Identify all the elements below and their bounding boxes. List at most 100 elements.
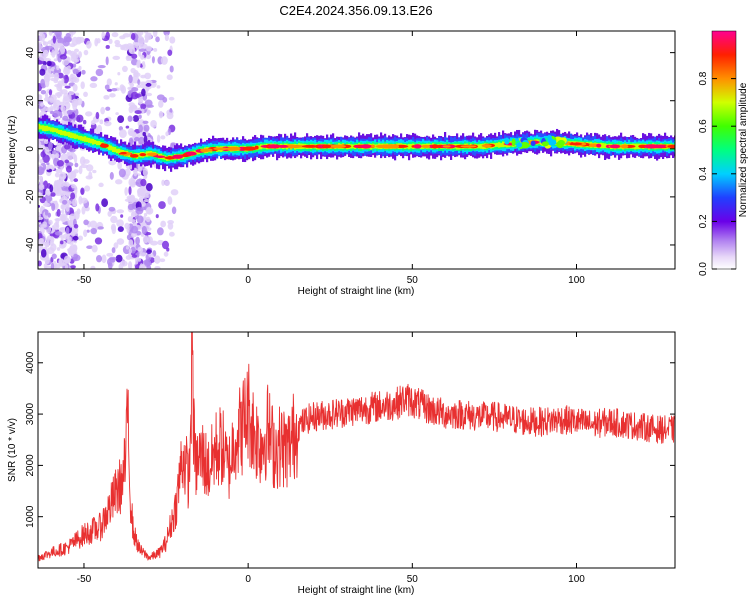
spectrogram-noise-cell — [170, 189, 179, 196]
spectrogram-ridge-yellow — [38, 124, 41, 130]
spectrogram-noise-cell — [156, 85, 161, 89]
spectrogram-y-tick-label: 40 — [25, 47, 36, 59]
spectrogram-peak-cell — [99, 143, 109, 148]
spectrogram-noise-cell — [119, 84, 125, 92]
spectrogram-noise-cell — [46, 236, 50, 243]
spectrogram-ridge-yellow — [56, 128, 59, 134]
spectrogram-noise-cell — [152, 31, 158, 38]
spectrogram-noise-cell — [71, 172, 77, 179]
spectrogram-noise-cell — [64, 264, 69, 269]
spectrogram-noise-cell — [76, 208, 81, 215]
spectrogram-noise-cell — [146, 45, 152, 52]
spectrogram-ridge-yellow — [410, 144, 413, 149]
spectrogram-noise-cell — [48, 89, 53, 96]
spectrogram-noise-cell — [69, 74, 77, 83]
spectrogram-noise-cell — [39, 176, 44, 185]
spectrogram-panel: -50 0 50 100 -40 -20 0 20 40 Height of straight … — [7, 30, 676, 297]
spectrogram-noise-cell — [58, 171, 67, 180]
spectrogram-noise-cell — [39, 159, 44, 164]
spectrogram-noise-cell — [83, 49, 89, 56]
spectrogram-noise-cell — [59, 54, 68, 60]
spectrogram-noise-cell — [155, 36, 160, 43]
spectrogram-noise-cell — [136, 60, 141, 69]
spectrogram-ridge-yellow — [108, 144, 111, 151]
spectrogram-frame — [37, 30, 676, 270]
spectrogram-noise-cell — [49, 184, 54, 193]
spectrogram-noise-cell — [38, 216, 44, 221]
spectrogram-noise-cell — [116, 238, 125, 245]
spectrogram-noise-cell — [86, 229, 90, 233]
spectrogram-noise-cell — [49, 239, 54, 247]
spectrogram-noise-cell — [65, 202, 70, 212]
spectrogram-noise-cell — [53, 117, 61, 121]
spectrogram-noise-cell — [130, 179, 137, 188]
spectrogram-ridge-yellow — [114, 147, 117, 153]
spectrogram-noise-cell — [68, 219, 73, 228]
spectrogram-axes: -50 0 50 100 -40 -20 0 20 40 — [25, 31, 675, 286]
spectrogram-noise-cell — [77, 235, 84, 241]
spectrogram-peak-cell — [354, 144, 359, 148]
spectrogram-ridge-yellow — [110, 145, 113, 151]
spectrogram-noise-cell — [76, 114, 84, 123]
snr-x-tick-label: 100 — [568, 574, 585, 585]
spectrogram-noise-cell — [70, 184, 77, 189]
spectrogram-noise-cell — [46, 60, 52, 67]
spectrogram-noise-cell — [159, 258, 166, 263]
spectrogram-noise-cell — [43, 96, 52, 102]
spectrogram-ridge-yellow — [502, 141, 505, 148]
spectrogram-noise-cell — [59, 111, 63, 119]
spectrogram-peak-cell — [172, 154, 184, 159]
spectrogram-noise-cell — [66, 109, 73, 115]
spectrogram-noise-cell — [109, 257, 116, 263]
spectrogram-ridge-yellow — [112, 146, 115, 153]
spectrogram-noise-cell — [125, 125, 130, 129]
spectrogram-ridge-yellow — [84, 136, 87, 142]
spectrogram-blob — [516, 142, 523, 148]
spectrogram-ridge-yellow — [408, 144, 411, 150]
spectrogram-noise-cell — [83, 91, 88, 98]
spectrogram-noise-cell — [146, 265, 152, 269]
snr-x-tick-label: -50 — [77, 574, 92, 585]
spectrogram-noise-cell — [63, 35, 67, 43]
spectrogram-noise-cell — [95, 203, 100, 212]
spectrogram-peak-cell — [289, 144, 295, 149]
spectrogram-noise-cell — [134, 110, 142, 115]
spectrogram-noise-cell — [94, 237, 103, 245]
spectrogram-noise-cell — [96, 124, 103, 134]
spectrogram-noise-cell — [136, 188, 143, 196]
spectrogram-noise-cell — [65, 36, 72, 43]
spectrogram-ridge-yellow — [498, 142, 501, 148]
spectrogram-noise-cell — [167, 220, 174, 225]
spectrogram-noise-cell — [40, 78, 46, 88]
colorbar-tick-label: 0.2 — [698, 214, 709, 228]
spectrogram-ridge-yellow — [258, 145, 261, 150]
spectrogram-noise-cell — [128, 186, 132, 196]
spectrogram-noise-cell — [63, 92, 70, 102]
spectrogram-noise-cell — [53, 79, 59, 84]
spectrogram-blob — [557, 139, 565, 146]
spectrogram-noise-cell — [138, 196, 144, 203]
spectrogram-noise-cell — [161, 240, 170, 250]
spectrogram-noise-cell — [40, 224, 47, 228]
spectrogram-noise-cell — [38, 44, 43, 50]
spectrogram-noise-cell — [73, 154, 78, 164]
spectrogram-ridge-yellow — [352, 144, 355, 149]
spectrogram-noise-cell — [143, 212, 148, 217]
spectrogram-noise-cell — [101, 31, 105, 39]
spectrogram-noise-cell — [62, 74, 69, 84]
spectrogram-noise-cell — [48, 141, 53, 150]
spectrogram-ridge-yellow — [478, 144, 481, 149]
spectrogram-noise-cell — [154, 265, 161, 269]
spectrogram-noise-cell — [117, 115, 125, 123]
spectrogram-peak-cell — [377, 144, 385, 148]
spectrogram-noise-cell — [80, 197, 88, 204]
spectrogram-noise-cell — [48, 219, 53, 225]
spectrogram-noise-cell — [73, 178, 79, 183]
spectrogram-peak-cell — [274, 145, 289, 148]
spectrogram-noise-cell — [38, 31, 44, 35]
spectrogram-noise-cell — [147, 236, 153, 244]
spectrogram-noise-cell — [46, 165, 50, 170]
spectrogram-noise-cell — [119, 35, 126, 40]
spectrogram-ridge-yellow — [496, 142, 499, 147]
spectrogram-noise-cell — [71, 52, 79, 60]
